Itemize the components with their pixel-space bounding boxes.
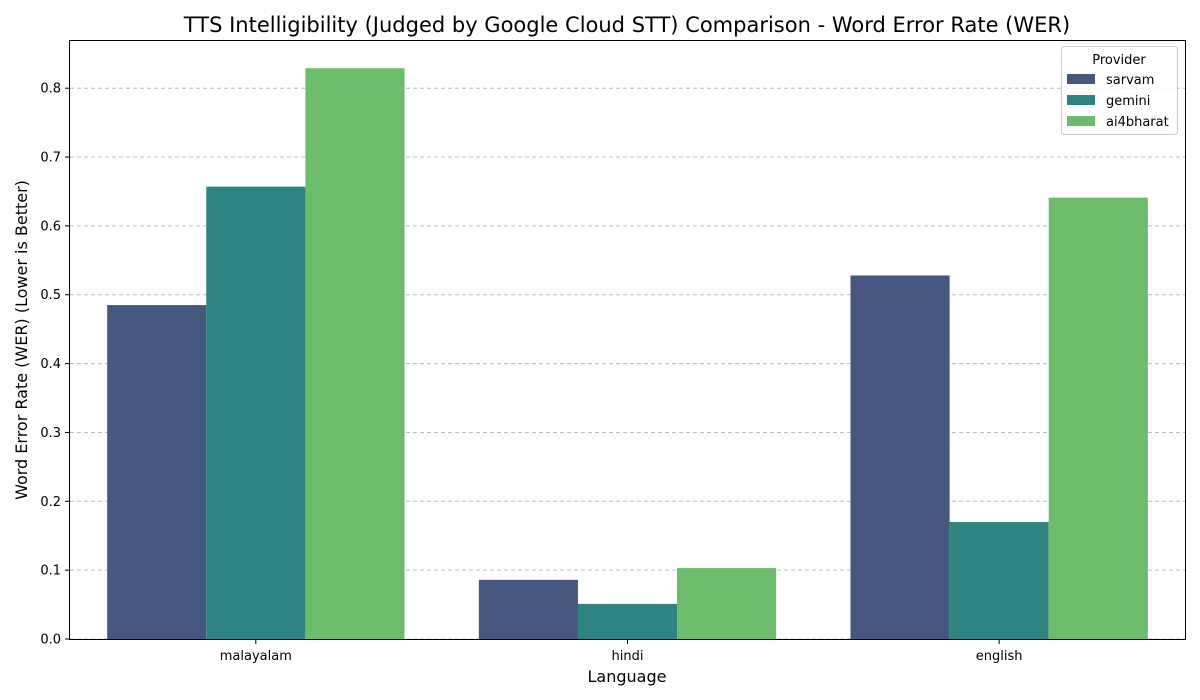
bar-sarvam-hindi: [478, 579, 578, 639]
y-tick-label: 0.5: [40, 288, 61, 303]
bars: [107, 68, 1148, 639]
x-axis-label: Language: [588, 667, 667, 686]
y-tick-label: 0.2: [40, 495, 61, 510]
legend-label-ai4bharat: ai4bharat: [1106, 115, 1169, 130]
bar-ai4bharat-malayalam: [305, 68, 405, 639]
bar-ai4bharat-hindi: [677, 568, 777, 639]
legend-frame: [1061, 46, 1178, 135]
y-tick-label: 0.7: [40, 151, 61, 166]
legend-title: Provider: [1092, 53, 1146, 68]
y-tick-label: 0.6: [40, 219, 61, 234]
bar-sarvam-malayalam: [107, 305, 207, 639]
chart-title: TTS Intelligibility (Judged by Google Cl…: [183, 13, 1070, 37]
legend-items: sarvam gemini ai4bharat: [1067, 73, 1169, 130]
bar-ai4bharat-english: [1048, 197, 1148, 639]
y-axis: 0.0 0.1 0.2 0.3 0.4 0.5 0.6 0.7 0.8: [40, 82, 70, 648]
y-axis-label: Word Error Rate (WER) (Lower is Better): [12, 180, 31, 500]
y-tick-label: 0.0: [40, 633, 61, 648]
legend-label-sarvam: sarvam: [1106, 73, 1154, 88]
y-tick-label: 0.3: [40, 426, 61, 441]
bar-gemini-malayalam: [206, 186, 306, 639]
legend-label-gemini: gemini: [1106, 94, 1150, 109]
x-tick-label: english: [976, 649, 1023, 664]
x-axis: malayalam hindi english: [220, 639, 1023, 664]
y-tick-label: 0.1: [40, 564, 61, 579]
x-tick-label: hindi: [612, 649, 644, 664]
y-tick-label: 0.8: [40, 82, 61, 97]
bar-gemini-hindi: [577, 603, 678, 639]
legend-swatch-ai4bharat: [1067, 116, 1095, 126]
legend: Provider sarvam gemini ai4bharat: [1061, 46, 1178, 135]
bar-sarvam-english: [850, 275, 950, 639]
legend-swatch-gemini: [1067, 95, 1095, 105]
x-tick-label: malayalam: [220, 649, 292, 664]
y-tick-label: 0.4: [40, 357, 61, 372]
bar-gemini-english: [949, 521, 1049, 639]
legend-swatch-sarvam: [1067, 74, 1095, 84]
